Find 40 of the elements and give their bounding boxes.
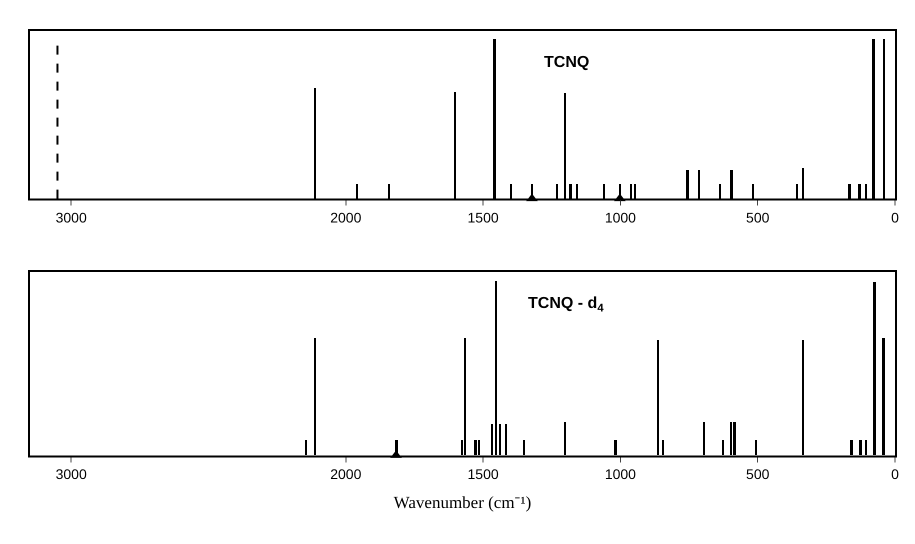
bar bbox=[657, 340, 659, 455]
bar bbox=[755, 440, 757, 455]
bar bbox=[850, 440, 853, 455]
x-tick-label: 500 bbox=[746, 209, 770, 226]
x-tick-label: 0 bbox=[891, 209, 900, 226]
bar bbox=[865, 440, 867, 455]
x-tick-label: 2000 bbox=[330, 209, 362, 226]
bar bbox=[722, 440, 724, 455]
bar bbox=[523, 440, 525, 455]
bar bbox=[703, 422, 705, 455]
x-tick-label: 500 bbox=[746, 466, 770, 482]
bar bbox=[564, 422, 566, 455]
x-tick-label: 1000 bbox=[604, 466, 636, 482]
x-tick-label: 3000 bbox=[56, 209, 87, 226]
bar bbox=[730, 422, 732, 455]
x-tick-label: 1500 bbox=[468, 466, 499, 482]
bar bbox=[478, 440, 480, 455]
bar bbox=[802, 340, 804, 455]
bar bbox=[614, 440, 617, 455]
x-tick-label: 1500 bbox=[468, 209, 499, 226]
bar bbox=[882, 338, 885, 455]
bar bbox=[505, 424, 507, 455]
bar bbox=[464, 338, 466, 455]
text: TCNQ bbox=[544, 54, 590, 71]
bar bbox=[474, 440, 477, 455]
bar bbox=[859, 440, 862, 455]
x-tick-label: 2000 bbox=[330, 466, 362, 482]
bar bbox=[499, 424, 501, 455]
bar bbox=[305, 440, 307, 455]
bar bbox=[662, 440, 664, 455]
bar bbox=[873, 282, 876, 455]
text: TCNQ - d$_{4}$ bbox=[528, 295, 604, 314]
bar bbox=[495, 281, 497, 455]
bar bbox=[733, 422, 736, 455]
x-tick-label: 3000 bbox=[56, 466, 87, 482]
bar bbox=[314, 338, 316, 455]
x-tick-label: 0 bbox=[891, 466, 900, 482]
x-tick-label: 1000 bbox=[604, 209, 636, 226]
x-axis-title: Wavenumber (cm⁻¹) bbox=[394, 493, 532, 512]
bar bbox=[491, 424, 493, 455]
